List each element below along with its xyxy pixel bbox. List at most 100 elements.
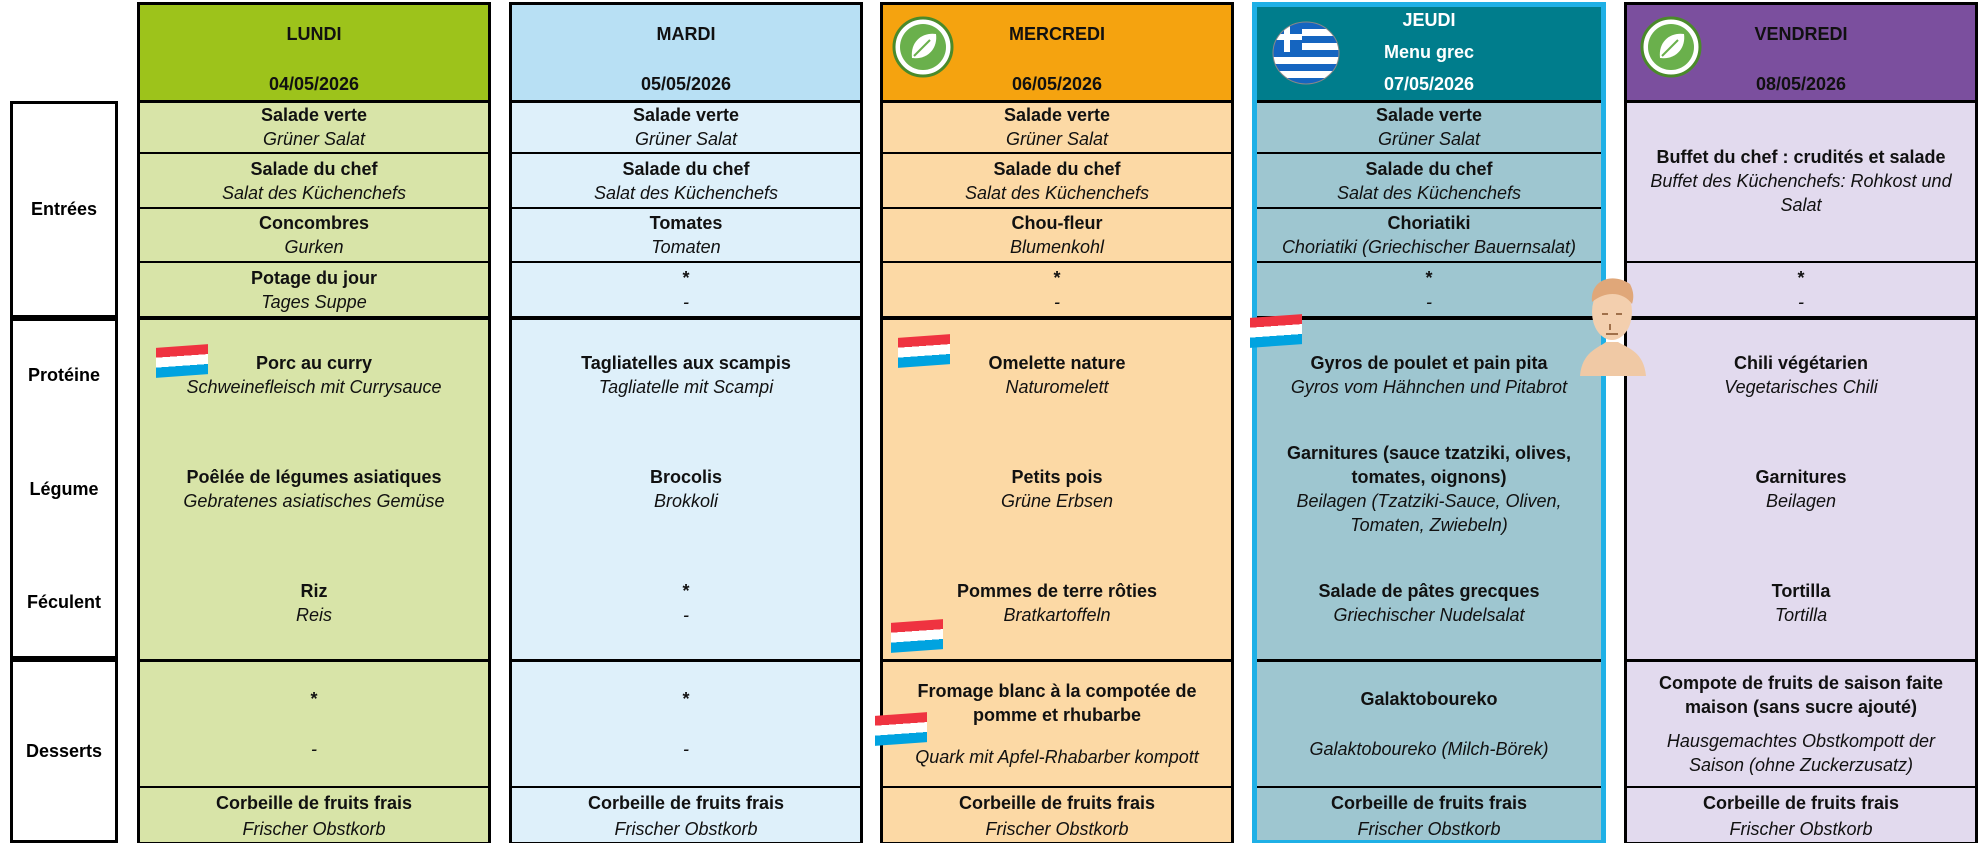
dish-de: Grüner Salat	[262, 128, 366, 149]
dish-fr: Salade du chef	[250, 158, 378, 179]
dish-fr: Omelette nature	[988, 353, 1126, 373]
dish-de: Beilagen (Tzatziki-Sauce, Oliven, Tomate…	[1296, 491, 1562, 535]
vegetable-cell: Garnitures (sauce tzatziki, olives, toma…	[1252, 432, 1606, 546]
day-header: MARDI 05/05/2026	[509, 4, 863, 101]
dish-de: Salat des Küchenchefs	[221, 182, 407, 203]
dish-fr: *	[682, 267, 690, 288]
dish-de: Brokkoli	[653, 491, 719, 511]
dish-de: Salat des Küchenchefs	[1336, 182, 1522, 203]
day-body	[880, 4, 1234, 843]
protein-cell: Tagliatelles aux scampis Tagliatelle mit …	[509, 318, 863, 432]
day-frame	[1252, 2, 1606, 843]
dish-de: -	[683, 604, 689, 625]
greek-flag-icon	[1272, 21, 1340, 85]
dish-fr: Salade verte	[1375, 104, 1483, 125]
dish-fr: Garnitures (sauce tzatziki, olives, toma…	[1286, 443, 1572, 487]
vegetable-cell: Petits pois Grüne Erbsen	[880, 432, 1234, 546]
lux-flag	[891, 619, 943, 653]
starch-cell: Riz Reis	[137, 546, 491, 659]
dish-de: Hausgemachtes Obstkompott der Saison (oh…	[1666, 730, 1936, 775]
dish-de: Griechischer Nudelsalat	[1333, 604, 1525, 625]
starch-cell: * -	[509, 546, 863, 659]
dish-de: -	[311, 738, 317, 759]
rule	[137, 100, 491, 103]
lux-flag	[156, 344, 208, 378]
dish-fr: Salade du chef	[993, 158, 1121, 179]
dish-de: Salat des Küchenchefs	[964, 182, 1150, 203]
leaf-logo	[1640, 16, 1702, 78]
dish-fr: Tortilla	[1771, 580, 1831, 601]
dessert-cell: * -	[137, 659, 491, 788]
dish-fr: Poêlée de légumes asiatiques	[186, 467, 442, 487]
leaf-icon	[1640, 16, 1702, 78]
starch-cell: Tortilla Tortilla	[1624, 546, 1978, 659]
dish-de: -	[1426, 291, 1432, 312]
dish-fr: Salade verte	[1003, 104, 1111, 125]
dish-fr: Compote de fruits de saison faite maison…	[1658, 673, 1944, 718]
dish-fr: Galaktoboureko	[1360, 689, 1498, 710]
dish-de: Gyros vom Hähnchen und Pitabrot	[1290, 377, 1568, 397]
statue-bust	[1572, 268, 1652, 376]
day-frame	[1624, 2, 1978, 843]
day-body	[509, 4, 863, 843]
starter-cell: Salade verte Grüner Salat	[509, 101, 863, 154]
dish-fr: Fromage blanc à la compotée de pomme et …	[917, 681, 1197, 726]
row-label: Légume	[29, 478, 99, 499]
label-box	[10, 659, 118, 843]
dish-de: Bratkartoffeln	[1003, 604, 1111, 625]
dish-de: Tages Suppe	[261, 291, 367, 312]
dish-fr: *	[682, 689, 690, 710]
day-body	[1624, 4, 1978, 843]
dish-fr: Corbeille de fruits frais	[958, 792, 1156, 813]
starch-cell: Salade de pâtes grecques Griechischer Nud…	[1252, 546, 1606, 659]
dish-fr: Garnitures	[1755, 467, 1847, 487]
dish-fr: Corbeille de fruits frais	[215, 792, 413, 813]
starch-cell: Pommes de terre rôties Bratkartoffeln	[880, 546, 1234, 659]
day-name: JEUDI	[1402, 10, 1456, 30]
dish-de: -	[1054, 291, 1060, 312]
dessert-cell: Fromage blanc à la compotée de pomme et …	[880, 659, 1234, 788]
bust-icon	[1580, 278, 1646, 376]
fruit-cell: Corbeille de fruits frais Frischer Obstko…	[137, 788, 491, 843]
rule	[880, 317, 1234, 320]
day-frame	[880, 2, 1234, 843]
lux-flag	[875, 712, 927, 746]
rule	[137, 317, 491, 320]
rule	[509, 317, 863, 320]
vegetable-cell: Poêlée de légumes asiatiques Gebratenes a…	[137, 432, 491, 546]
starter-cell: Buffet du chef : crudités et salade Buffe…	[1624, 101, 1978, 263]
day-frame	[509, 2, 863, 843]
starter-cell: Salade du chef Salat des Küchenchefs	[880, 154, 1234, 209]
day-name: MERCREDI	[1008, 24, 1105, 44]
dish-de: Frischer Obstkorb	[985, 818, 1129, 839]
protein-cell: Omelette nature Naturomelett	[880, 318, 1234, 432]
dish-de: Schweinefleisch mit Currysauce	[186, 377, 442, 397]
dish-de: Blumenkohl	[1009, 237, 1105, 257]
dish-de: Gurken	[284, 237, 344, 257]
dish-fr: Salade verte	[632, 104, 740, 125]
dish-fr: *	[310, 689, 318, 710]
dish-de: Naturomelett	[1005, 377, 1109, 397]
dish-fr: Porc au curry	[255, 353, 373, 373]
dish-de: Tomaten	[651, 237, 721, 257]
starter-cell: Salade du chef Salat des Küchenchefs	[509, 154, 863, 209]
leaf-icon	[892, 16, 954, 78]
vegetable-cell: Brocolis Brokkoli	[509, 432, 863, 546]
starter-cell: Salade du chef Salat des Küchenchefs	[1252, 154, 1606, 209]
fruit-cell: Corbeille de fruits frais Frischer Obstko…	[509, 788, 863, 843]
starter-cell: Concombres Gurken	[137, 209, 491, 263]
starter-cell: Salade verte Grüner Salat	[137, 101, 491, 154]
dish-fr: Brocolis	[649, 467, 723, 487]
starter-cell: Salade verte Grüner Salat	[880, 101, 1234, 154]
lux-flag	[1250, 314, 1302, 348]
dish-fr: Tomates	[649, 213, 723, 233]
dish-de: Frischer Obstkorb	[614, 818, 758, 839]
dish-de: Grüner Salat	[1005, 128, 1109, 149]
dish-fr: Concombres	[258, 213, 370, 233]
row-label: Desserts	[25, 740, 103, 761]
row-label: Entrées	[30, 199, 98, 219]
dish-fr: *	[1797, 267, 1805, 288]
day-date: 08/05/2026	[1755, 74, 1847, 94]
dish-fr: Salade du chef	[622, 158, 750, 179]
